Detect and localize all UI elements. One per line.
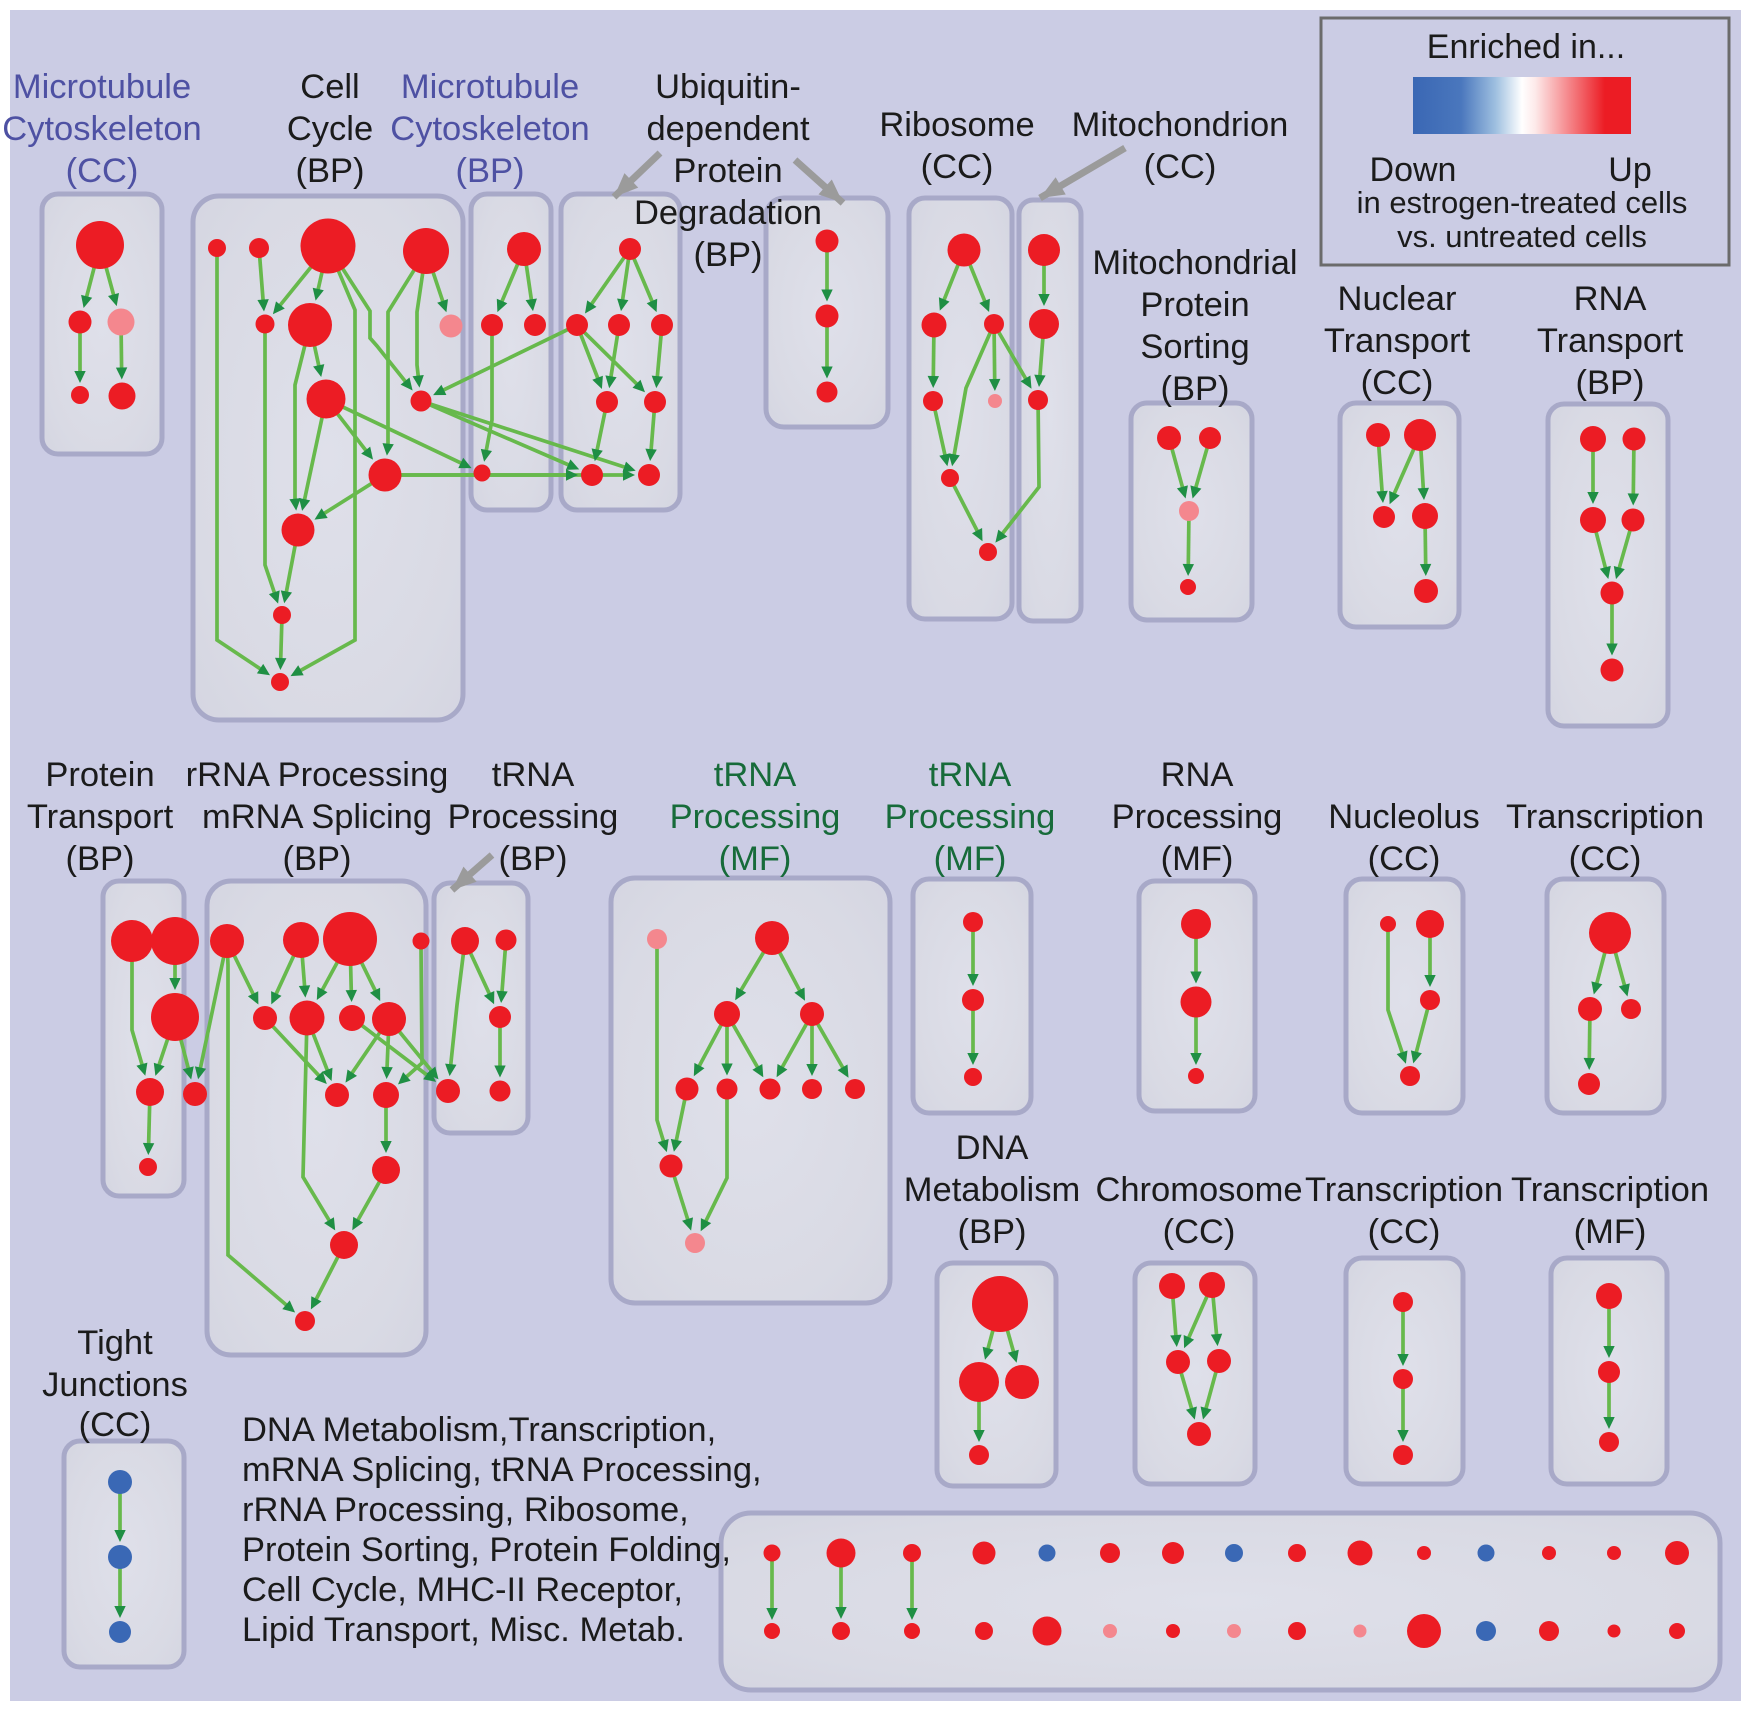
svg-text:(BP): (BP) [1161, 370, 1230, 408]
svg-text:rRNA Processing: rRNA Processing [186, 756, 449, 794]
svg-text:Processing: Processing [1112, 798, 1283, 836]
svg-text:Cell: Cell [300, 68, 359, 106]
svg-text:(BP): (BP) [694, 236, 763, 274]
svg-text:mRNA Splicing, tRNA Processing: mRNA Splicing, tRNA Processing, [242, 1451, 762, 1489]
svg-text:tRNA: tRNA [714, 756, 796, 794]
svg-text:(CC): (CC) [1368, 840, 1441, 878]
svg-text:Cycle: Cycle [287, 110, 373, 148]
svg-text:(MF): (MF) [1574, 1213, 1647, 1251]
svg-text:Lipid Transport, Misc. Metab.: Lipid Transport, Misc. Metab. [242, 1611, 685, 1649]
svg-text:Transcription: Transcription [1305, 1171, 1503, 1209]
svg-text:RNA: RNA [1161, 756, 1234, 794]
svg-text:(BP): (BP) [283, 840, 352, 878]
svg-text:(CC): (CC) [79, 1406, 152, 1444]
svg-text:(BP): (BP) [958, 1213, 1027, 1251]
svg-text:Microtubule: Microtubule [13, 68, 191, 106]
svg-text:Processing: Processing [448, 798, 619, 836]
svg-text:Cytoskeleton: Cytoskeleton [2, 110, 201, 148]
svg-text:Up: Up [1608, 151, 1651, 189]
svg-text:Mitochondrial: Mitochondrial [1092, 244, 1297, 282]
svg-text:Down: Down [1370, 151, 1457, 189]
svg-text:tRNA: tRNA [492, 756, 574, 794]
svg-text:Protein: Protein [673, 152, 782, 190]
svg-text:(CC): (CC) [1569, 840, 1642, 878]
svg-text:Sorting: Sorting [1140, 328, 1249, 366]
svg-text:Protein: Protein [1140, 286, 1249, 324]
svg-text:Mitochondrion: Mitochondrion [1072, 106, 1289, 144]
svg-text:(BP): (BP) [1576, 364, 1645, 402]
svg-text:Processing: Processing [885, 798, 1056, 836]
svg-text:tRNA: tRNA [929, 756, 1011, 794]
svg-text:Transport: Transport [1537, 322, 1684, 360]
svg-text:(CC): (CC) [66, 152, 139, 190]
svg-text:Chromosome: Chromosome [1095, 1171, 1302, 1209]
svg-text:(BP): (BP) [66, 840, 135, 878]
svg-text:(BP): (BP) [296, 152, 365, 190]
svg-text:dependent: dependent [646, 110, 809, 148]
svg-text:Tight: Tight [77, 1324, 153, 1362]
svg-text:(CC): (CC) [1163, 1213, 1236, 1251]
svg-text:Transcription: Transcription [1511, 1171, 1709, 1209]
svg-text:Enriched in...: Enriched in... [1427, 28, 1625, 66]
svg-text:(BP): (BP) [499, 840, 568, 878]
svg-text:Degradation: Degradation [634, 194, 822, 232]
svg-text:Transport: Transport [27, 798, 174, 836]
svg-text:Processing: Processing [670, 798, 841, 836]
svg-text:Ubiquitin-: Ubiquitin- [655, 68, 801, 106]
svg-text:Protein: Protein [45, 756, 154, 794]
svg-text:(CC): (CC) [1144, 148, 1217, 186]
svg-text:(MF): (MF) [934, 840, 1007, 878]
svg-text:RNA: RNA [1574, 280, 1647, 318]
svg-text:Transcription: Transcription [1506, 798, 1704, 836]
svg-text:in estrogen-treated cells: in estrogen-treated cells [1357, 185, 1688, 220]
svg-text:Cytoskeleton: Cytoskeleton [390, 110, 589, 148]
svg-text:(CC): (CC) [921, 148, 994, 186]
svg-text:rRNA Processing, Ribosome,: rRNA Processing, Ribosome, [242, 1491, 689, 1529]
svg-text:DNA Metabolism,Transcription,: DNA Metabolism,Transcription, [242, 1411, 716, 1449]
svg-text:Nuclear: Nuclear [1338, 280, 1457, 318]
svg-text:DNA: DNA [956, 1129, 1029, 1167]
svg-text:Protein Sorting, Protein Foldi: Protein Sorting, Protein Folding, [242, 1531, 731, 1569]
svg-text:(MF): (MF) [719, 840, 792, 878]
svg-text:(CC): (CC) [1368, 1213, 1441, 1251]
svg-text:Cell Cycle, MHC-II Receptor,: Cell Cycle, MHC-II Receptor, [242, 1571, 683, 1609]
svg-text:Microtubule: Microtubule [401, 68, 579, 106]
svg-text:(BP): (BP) [456, 152, 525, 190]
svg-text:Nucleolus: Nucleolus [1328, 798, 1480, 836]
svg-text:Junctions: Junctions [42, 1366, 188, 1404]
svg-text:vs. untreated cells: vs. untreated cells [1397, 219, 1647, 254]
svg-text:mRNA Splicing: mRNA Splicing [202, 798, 432, 836]
svg-text:Ribosome: Ribosome [879, 106, 1034, 144]
svg-text:(MF): (MF) [1161, 840, 1234, 878]
svg-text:(CC): (CC) [1361, 364, 1434, 402]
svg-text:Metabolism: Metabolism [904, 1171, 1080, 1209]
svg-text:Transport: Transport [1324, 322, 1471, 360]
